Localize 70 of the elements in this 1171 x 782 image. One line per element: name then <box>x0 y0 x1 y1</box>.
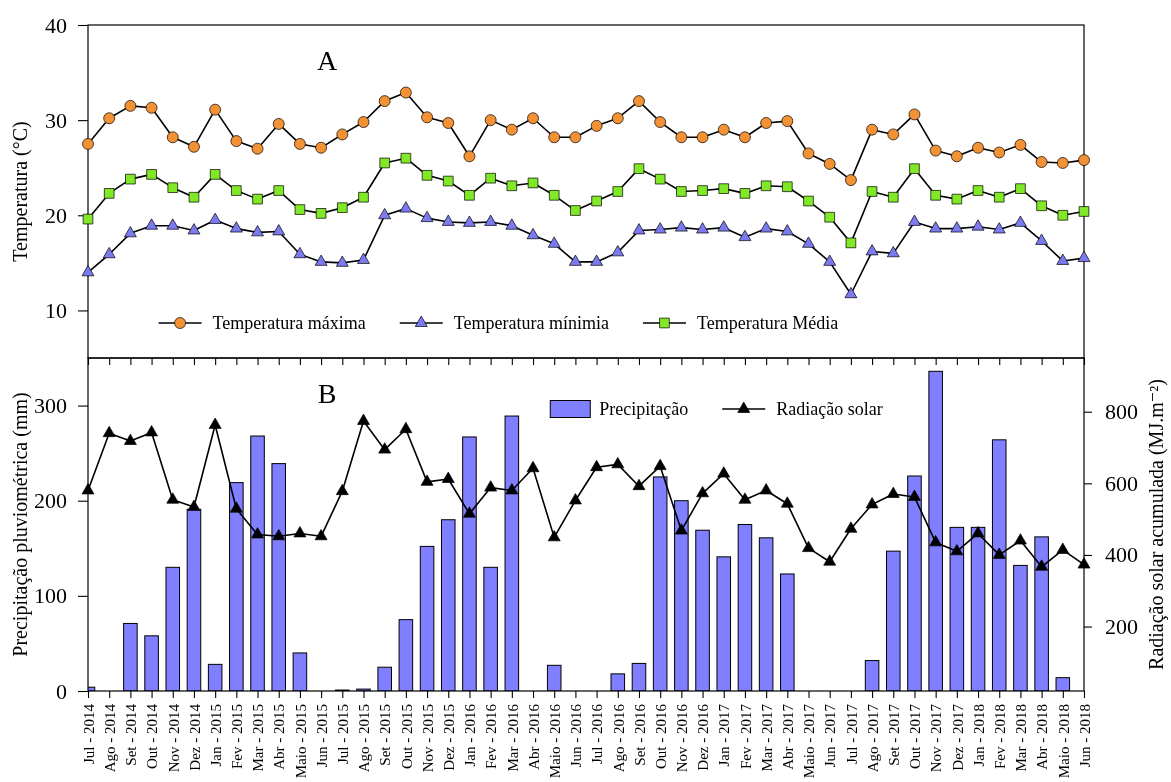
y-tick-label: 100 <box>34 583 67 609</box>
x-tick-label: Nov - 2014 <box>165 703 182 773</box>
x-tick-label: Jul - 2015 <box>335 704 352 764</box>
x-tick-label: Ago - 2014 <box>101 703 118 773</box>
x-tick-label: Mar - 2018 <box>1013 704 1030 772</box>
y2-tick-label: 800 <box>1105 399 1138 425</box>
x-tick-label: Jul - 2014 <box>80 703 97 764</box>
x-tick-label: Ago - 2016 <box>610 703 627 773</box>
x-tick-label: Mar - 2016 <box>504 703 521 772</box>
x-tick-label: Out - 2015 <box>398 704 415 769</box>
x-tick-label: Out - 2016 <box>652 703 669 769</box>
y-tick-label: 20 <box>45 202 67 228</box>
x-tick-label: Dez - 2014 <box>186 703 203 771</box>
y-tick-label: 300 <box>34 393 67 419</box>
x-tick-label: Dez - 2017 <box>949 703 966 771</box>
x-tick-label: Jan - 2017 <box>716 703 733 767</box>
y2-tick-label: 600 <box>1105 470 1138 496</box>
legend-label: Temperatura máxima <box>212 312 366 333</box>
x-tick-label: Set - 2015 <box>377 704 394 766</box>
x-tick-label: Abr - 2018 <box>1034 704 1051 770</box>
x-tick-label: Nov - 2016 <box>674 703 691 773</box>
x-tick-label: Jul - 2016 <box>589 703 606 764</box>
y-tick-label: 10 <box>45 297 67 323</box>
x-tick-label: Set - 2017 <box>886 703 903 766</box>
legend-label: Radiação solar <box>776 398 883 419</box>
y-tick-label: 30 <box>45 107 67 133</box>
x-tick-label: Nov - 2015 <box>419 704 436 773</box>
x-tick-label: Jun - 2018 <box>1076 704 1093 768</box>
x-tick-label: Mar - 2017 <box>758 703 775 772</box>
x-tick-label: Jan - 2016 <box>462 703 479 767</box>
x-tick-label: Maio - 2017 <box>801 703 818 779</box>
legend-label: Temperatura mínimia <box>453 312 609 333</box>
y-tick-label: 0 <box>56 678 67 704</box>
x-tick-label: Abr - 2015 <box>271 704 288 770</box>
x-tick-label: Jun - 2017 <box>822 703 839 768</box>
x-tick-label: Abr - 2017 <box>780 703 797 770</box>
x-tick-label: Set - 2014 <box>123 703 140 766</box>
y2-tick-label: 200 <box>1105 614 1138 640</box>
x-tick-label: Set - 2016 <box>631 703 648 766</box>
x-tick-label: Nov - 2017 <box>928 703 945 773</box>
y2-axis-title: Radiação solar acumulada (MJ.m⁻²) <box>1144 379 1168 670</box>
x-tick-label: Jun - 2016 <box>568 703 585 768</box>
x-tick-label: Fev - 2016 <box>483 703 500 769</box>
x-tick-label: Jan - 2015 <box>207 704 224 767</box>
x-tick-label: Jun - 2015 <box>313 704 330 768</box>
legend-label: Precipitação <box>599 398 689 419</box>
x-tick-label: Out - 2014 <box>144 703 161 769</box>
y-tick-label: 200 <box>34 488 67 514</box>
y-axis-title: Precipitação pluviométrica (mm) <box>8 392 32 657</box>
x-tick-label: Maio - 2016 <box>546 703 563 779</box>
x-tick-label: Dez - 2015 <box>441 704 458 771</box>
x-tick-label: Fev - 2018 <box>991 704 1008 769</box>
x-tick-label: Fev - 2017 <box>737 703 754 769</box>
x-tick-label: Dez - 2016 <box>695 703 712 771</box>
x-tick-label: Abr - 2016 <box>525 703 542 770</box>
y2-tick-label: 400 <box>1105 542 1138 568</box>
x-tick-label: Ago - 2015 <box>356 704 373 773</box>
x-tick-label: Jan - 2018 <box>970 704 987 767</box>
x-tick-label: Mar - 2015 <box>250 704 267 772</box>
x-tick-label: Ago - 2017 <box>864 703 881 773</box>
x-tick-label: Jul - 2017 <box>843 703 860 764</box>
x-tick-label: Maio - 2018 <box>1055 704 1072 779</box>
y-axis-title: Temperatura (°C) <box>8 121 32 262</box>
x-tick-label: Out - 2017 <box>907 703 924 769</box>
y-tick-label: 40 <box>45 12 67 38</box>
text: A <box>316 45 338 76</box>
text: B <box>317 378 337 409</box>
legend-label: Temperatura Média <box>696 312 839 333</box>
x-tick-label: Fev - 2015 <box>229 704 246 769</box>
x-tick-label: Maio - 2015 <box>292 704 309 779</box>
